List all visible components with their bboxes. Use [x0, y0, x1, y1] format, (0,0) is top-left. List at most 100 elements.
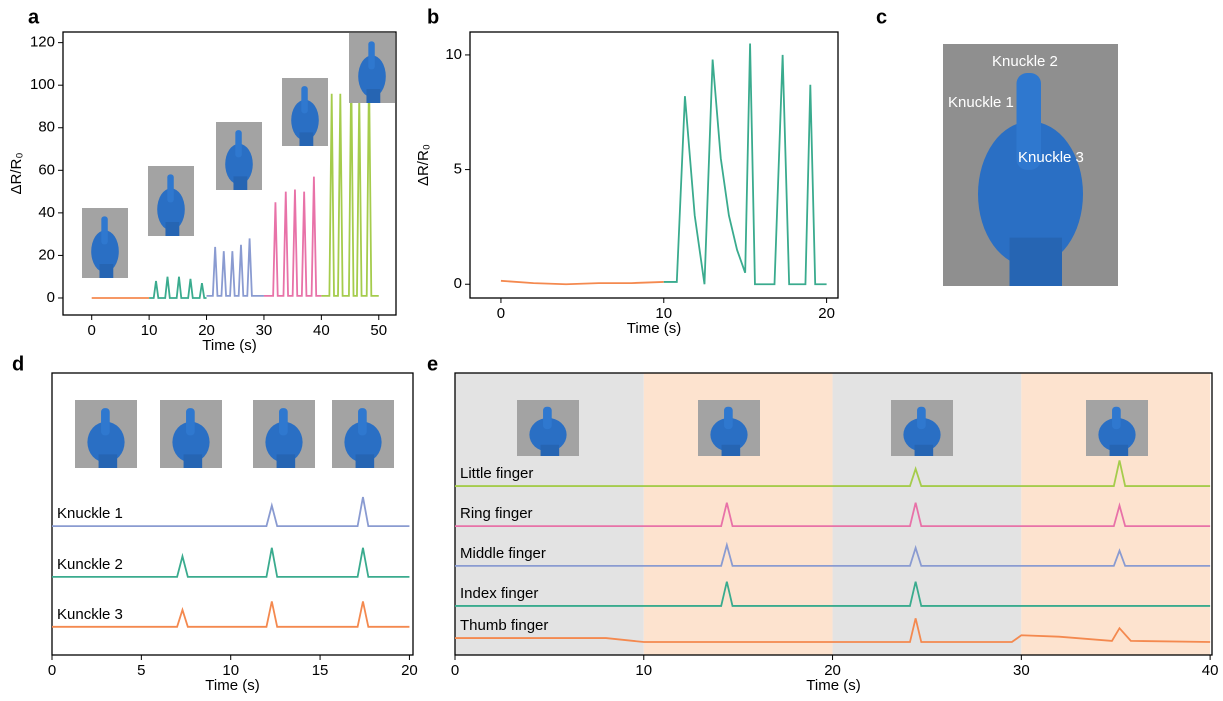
series-line	[500, 279, 664, 286]
x-tick-label: 5	[137, 662, 145, 679]
x-tick-label: 20	[198, 322, 215, 339]
glove	[1098, 417, 1136, 452]
glove-cuff	[540, 444, 560, 456]
glove-finger	[543, 406, 552, 430]
series-label: Knuckle 1	[57, 505, 123, 522]
plot-frame	[62, 31, 397, 316]
x-axis-title: Time (s)	[806, 677, 860, 694]
glove-cuff	[1009, 237, 1062, 286]
glove-cuff	[165, 222, 180, 236]
glove	[710, 417, 748, 452]
y-tick-label: 0	[47, 289, 55, 306]
glove	[172, 421, 210, 463]
y-axis-title: ΔR/R₀	[415, 144, 432, 186]
glove	[358, 55, 386, 98]
panel-letter: c	[876, 6, 887, 28]
series-label: Index finger	[460, 585, 538, 602]
x-tick-label: 30	[256, 322, 273, 339]
series-line	[52, 601, 410, 628]
glove	[903, 417, 941, 452]
glove-finger	[279, 408, 288, 436]
hand-photo	[891, 400, 953, 456]
y-tick-label: 5	[454, 161, 462, 178]
glove	[157, 188, 185, 231]
x-tick-label: 0	[497, 305, 505, 322]
series-label: Thumb finger	[460, 617, 548, 634]
x-tick-label: 10	[222, 662, 239, 679]
glove	[91, 230, 119, 273]
glove-finger	[358, 408, 367, 436]
series-line	[663, 43, 827, 286]
series-line	[321, 70, 379, 297]
series-line	[149, 276, 207, 299]
hand-photo	[75, 400, 137, 468]
x-axis-title: Time (s)	[205, 677, 259, 694]
series-line	[455, 618, 1211, 643]
x-tick-label: 40	[1202, 662, 1219, 679]
glove-finger	[186, 408, 195, 436]
glove-finger	[724, 406, 733, 430]
glove-finger	[101, 216, 108, 245]
hand-photo	[253, 400, 315, 468]
glove-cuff	[721, 444, 741, 456]
panel-letter: b	[427, 6, 439, 28]
glove-cuff	[98, 454, 118, 468]
x-tick-label: 10	[141, 322, 158, 339]
panel-letter: d	[12, 353, 24, 375]
x-axis-title: Time (s)	[627, 320, 681, 337]
x-tick-label: 20	[818, 305, 835, 322]
x-tick-label: 0	[451, 662, 459, 679]
plot-frame	[454, 372, 1213, 656]
y-axis-title: ΔR/R₀	[8, 152, 25, 194]
glove-cuff	[366, 89, 381, 103]
y-tick-label: 120	[30, 34, 55, 51]
glove	[978, 121, 1083, 267]
x-axis-title: Time (s)	[202, 337, 256, 354]
glove-finger	[301, 86, 308, 114]
series-label: Kunckle 3	[57, 606, 123, 623]
knuckle-label: Knuckle 3	[1018, 149, 1084, 166]
glove-cuff	[1109, 444, 1129, 456]
series-line	[206, 238, 264, 297]
y-tick-label: 0	[454, 275, 462, 292]
glove-cuff	[276, 454, 296, 468]
y-tick-label: 40	[38, 204, 55, 221]
glove-finger	[1016, 73, 1041, 170]
x-tick-label: 40	[313, 322, 330, 339]
x-tick-label: 0	[88, 322, 96, 339]
series-line	[455, 460, 1211, 487]
hand-photo	[1086, 400, 1148, 456]
glove-finger	[368, 41, 375, 70]
hand-photo	[160, 400, 222, 468]
glove	[344, 421, 382, 463]
glove-finger	[917, 406, 926, 430]
y-tick-label: 80	[38, 119, 55, 136]
y-tick-label: 100	[30, 76, 55, 93]
x-tick-label: 30	[1013, 662, 1030, 679]
x-tick-label: 50	[370, 322, 387, 339]
hand-photo	[82, 208, 128, 278]
series-label: Middle finger	[460, 545, 546, 562]
glove-finger	[1112, 406, 1121, 430]
series-label: Little finger	[460, 465, 533, 482]
x-tick-label: 20	[401, 662, 418, 679]
hand-photo	[517, 400, 579, 456]
knuckle-label: Knuckle 1	[948, 94, 1014, 111]
glove-finger	[235, 130, 242, 158]
series-line	[263, 176, 322, 297]
x-tick-label: 10	[655, 305, 672, 322]
glove	[225, 143, 253, 185]
y-tick-label: 60	[38, 161, 55, 178]
glove	[291, 99, 319, 141]
glove-cuff	[99, 264, 114, 278]
panel-letter: a	[28, 6, 40, 28]
series-line	[455, 581, 1211, 607]
glove-finger	[167, 174, 174, 203]
glove-cuff	[183, 454, 203, 468]
x-tick-label: 15	[312, 662, 329, 679]
series-label: Ring finger	[460, 505, 533, 522]
glove-finger	[101, 408, 110, 436]
series-line	[455, 541, 1211, 567]
hand-photo	[943, 44, 1118, 286]
series-line	[52, 496, 410, 528]
